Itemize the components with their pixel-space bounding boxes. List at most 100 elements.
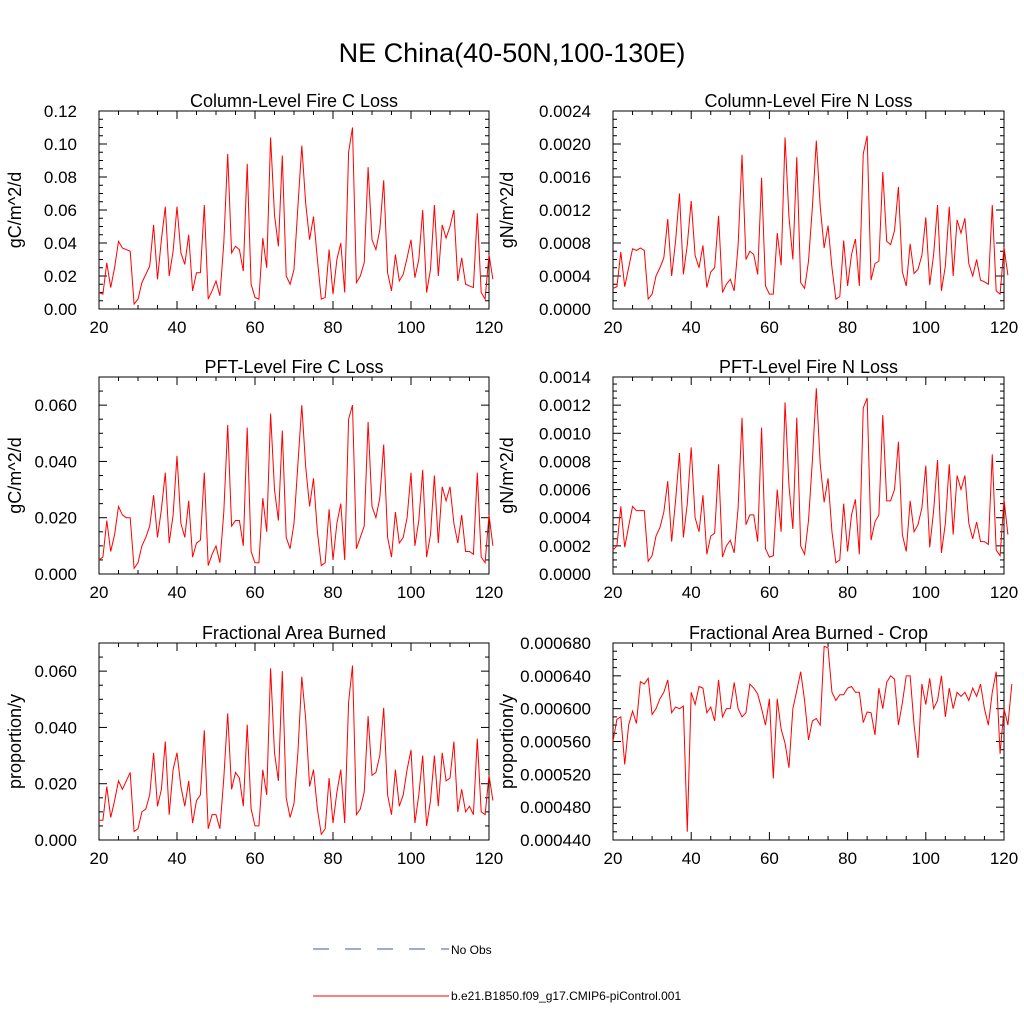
y-tick-label: 0.0006: [539, 481, 591, 500]
x-tick-label: 80: [324, 849, 343, 868]
x-tick-label: 120: [990, 849, 1018, 868]
y-tick-label: 0.06: [44, 201, 77, 220]
y-axis-label: gC/m^2/d: [5, 172, 25, 248]
x-tick-label: 40: [168, 849, 187, 868]
x-tick-label: 60: [760, 583, 779, 602]
x-tick-label: 120: [475, 583, 503, 602]
y-tick-label: 0.0012: [539, 201, 591, 220]
panels: 20 40 60 80 100 120 0.00 0.02 0.04 0.06 0.08 0.10 0.…: [5, 91, 1018, 868]
x-tick-label: 20: [90, 849, 109, 868]
panel-title: Fractional Area Burned: [202, 623, 386, 643]
y-tick-label: 0.000680: [520, 634, 591, 653]
series-line: [612, 388, 1009, 564]
y-tick-label: 0.0008: [539, 452, 591, 471]
series-line: [98, 405, 494, 570]
y-tick-label: 0.00: [44, 300, 77, 319]
y-axis-label: gC/m^2/d: [5, 437, 25, 513]
y-tick-label: 0.0000: [539, 300, 591, 319]
x-tick-label: 100: [912, 583, 940, 602]
y-tick-label: 0.0016: [539, 168, 591, 187]
y-tick-label: 0.08: [44, 168, 77, 187]
panel-title: Column-Level Fire C Loss: [190, 91, 398, 111]
x-tick-label: 40: [168, 583, 187, 602]
x-tick-label: 120: [475, 849, 503, 868]
x-tick-label: 100: [912, 849, 940, 868]
x-tick-label: 80: [838, 583, 857, 602]
series-line: [612, 645, 1013, 832]
x-tick-label: 60: [246, 583, 265, 602]
y-tick-label: 0.0020: [539, 135, 591, 154]
y-tick-label: 0.0012: [539, 396, 591, 415]
y-tick-label: 0.0002: [539, 537, 591, 556]
y-tick-label: 0.020: [34, 509, 77, 528]
x-tick-label: 20: [90, 318, 109, 337]
x-tick-label: 20: [90, 583, 109, 602]
y-tick-label: 0.000440: [520, 831, 591, 850]
legend: No Obs b.e21.B1850.f09_g17.CMIP6-piContr…: [313, 943, 681, 1003]
y-tick-label: 0.0014: [539, 368, 591, 387]
y-tick-label: 0.020: [34, 775, 77, 794]
y-tick-label: 0.0004: [539, 509, 591, 528]
panel-title: Column-Level Fire N Loss: [704, 91, 912, 111]
y-tick-label: 0.000: [34, 831, 77, 850]
x-tick-label: 40: [682, 849, 701, 868]
y-tick-label: 0.000560: [520, 733, 591, 752]
panel-pft-level-fire-n-loss: 20 40 60 80 100 120 0.0000 0.0002 0.0004 0.0006 0.…: [497, 357, 1018, 602]
y-tick-label: 0.12: [44, 102, 77, 121]
panel-title: PFT-Level Fire N Loss: [719, 357, 898, 377]
y-tick-label: 0.000640: [520, 667, 591, 686]
x-tick-label: 100: [912, 318, 940, 337]
y-tick-label: 0.060: [34, 662, 77, 681]
y-tick-label: 0.04: [44, 234, 77, 253]
x-tick-label: 120: [990, 583, 1018, 602]
x-tick-label: 80: [324, 583, 343, 602]
y-axis-label: proportion/y: [497, 694, 517, 789]
panel-column-level-fire-c-loss: 20 40 60 80 100 120 0.00 0.02 0.04 0.06 0.08 0.10 0.…: [5, 91, 503, 337]
panel-fractional-area-burned: 20 40 60 80 100 120 0.000 0.020 0.040 0.060 Fracti…: [5, 623, 503, 868]
y-tick-label: 0.0004: [539, 267, 591, 286]
panel-title: PFT-Level Fire C Loss: [204, 357, 383, 377]
x-tick-label: 80: [324, 318, 343, 337]
panel-column-level-fire-n-loss: 20 40 60 80 100 120 0.0000 0.0004 0.0008 0.0012 0.…: [497, 91, 1018, 337]
y-tick-label: 0.000480: [520, 798, 591, 817]
y-tick-label: 0.060: [34, 396, 77, 415]
series-line: [99, 665, 494, 836]
x-tick-label: 60: [246, 318, 265, 337]
y-axis-label: proportion/y: [5, 694, 25, 789]
x-tick-label: 120: [475, 318, 503, 337]
panel-fractional-area-burned-crop: 20 40 60 80 100 120 0.000440 0.000480 0.000520 0.…: [497, 623, 1018, 868]
x-tick-label: 120: [990, 318, 1018, 337]
x-tick-label: 80: [838, 318, 857, 337]
series-line: [98, 127, 494, 306]
x-tick-label: 40: [682, 318, 701, 337]
x-tick-label: 60: [760, 849, 779, 868]
y-tick-label: 0.0010: [539, 424, 591, 443]
x-tick-label: 40: [168, 318, 187, 337]
x-tick-label: 20: [604, 849, 623, 868]
x-tick-label: 100: [397, 583, 425, 602]
x-tick-label: 60: [246, 849, 265, 868]
x-tick-label: 20: [604, 318, 623, 337]
y-tick-label: 0.02: [44, 267, 77, 286]
y-tick-label: 0.0008: [539, 234, 591, 253]
y-tick-label: 0.0000: [539, 565, 591, 584]
legend-label-model: b.e21.B1850.f09_g17.CMIP6-piControl.001: [451, 989, 681, 1003]
x-tick-label: 40: [682, 583, 701, 602]
y-tick-label: 0.000: [34, 565, 77, 584]
x-tick-label: 60: [760, 318, 779, 337]
panel-pft-level-fire-c-loss: 20 40 60 80 100 120 0.000 0.020 0.040 0.060 PFT-Le…: [5, 357, 503, 602]
x-tick-label: 80: [838, 849, 857, 868]
figure-title: NE China(40-50N,100-130E): [339, 38, 686, 68]
series-line: [612, 135, 1009, 301]
x-tick-label: 100: [397, 318, 425, 337]
y-axis-label: gN/m^2/d: [497, 437, 517, 513]
x-tick-label: 100: [397, 849, 425, 868]
y-tick-label: 0.040: [34, 718, 77, 737]
panel-title: Fractional Area Burned - Crop: [689, 623, 928, 643]
y-tick-label: 0.10: [44, 135, 77, 154]
y-tick-label: 0.000600: [520, 700, 591, 719]
x-tick-label: 20: [604, 583, 623, 602]
legend-label-no-obs: No Obs: [451, 943, 492, 957]
